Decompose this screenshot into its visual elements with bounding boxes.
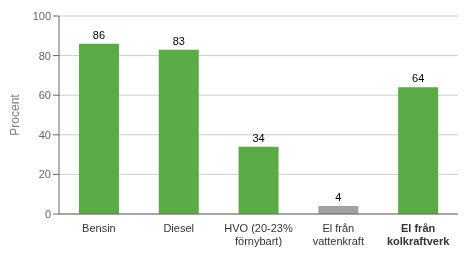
- svg-text:34: 34: [252, 132, 264, 144]
- svg-text:Diesel: Diesel: [163, 222, 194, 234]
- svg-text:100: 100: [33, 10, 51, 22]
- svg-text:80: 80: [39, 50, 51, 62]
- svg-text:Bensin: Bensin: [82, 222, 116, 234]
- svg-text:20: 20: [39, 168, 51, 180]
- svg-text:El frånkolkraftverk: El frånkolkraftverk: [387, 222, 450, 247]
- svg-text:0: 0: [45, 208, 51, 220]
- svg-text:86: 86: [93, 29, 105, 41]
- svg-text:HVO (20-23%förnybart): HVO (20-23%förnybart): [224, 222, 293, 247]
- svg-text:83: 83: [173, 35, 185, 47]
- svg-text:Procent: Procent: [8, 94, 22, 136]
- svg-text:El frånvattenkraft: El frånvattenkraft: [313, 222, 364, 247]
- svg-text:64: 64: [412, 72, 424, 84]
- svg-text:60: 60: [39, 89, 51, 101]
- svg-text:40: 40: [39, 129, 51, 141]
- svg-text:4: 4: [335, 191, 341, 203]
